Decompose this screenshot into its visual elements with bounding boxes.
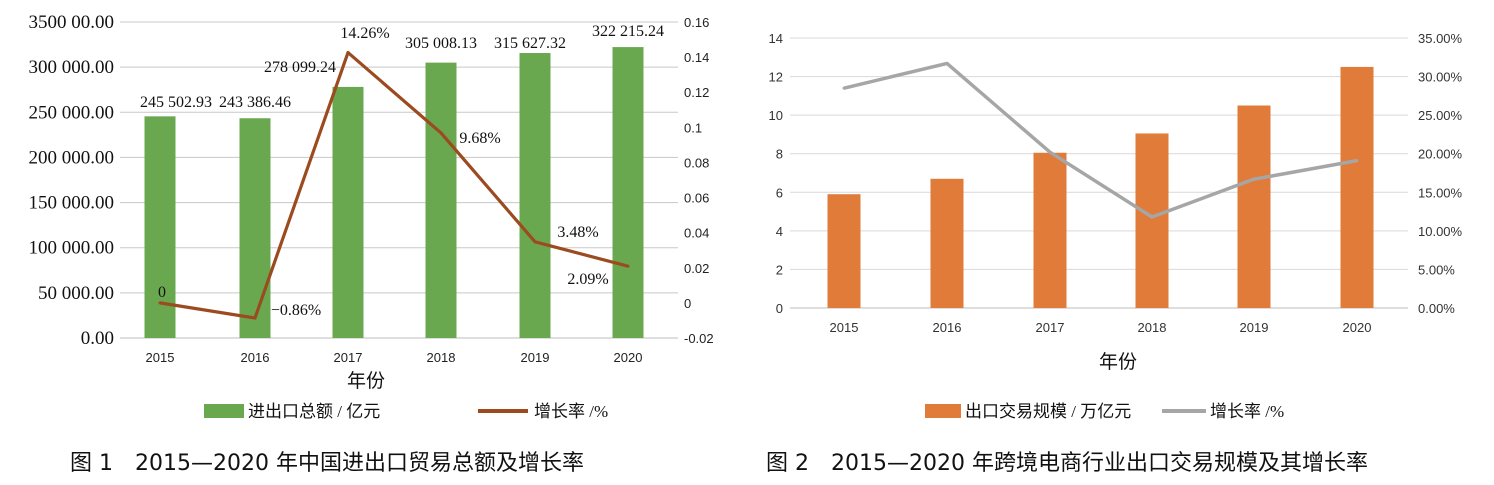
line-point xyxy=(842,86,846,90)
y-tick-label-left: 2 xyxy=(776,262,783,277)
legend-swatch-bar xyxy=(204,404,244,418)
bar-data-label: 245 502.93 xyxy=(140,94,212,111)
y-tick-label-left: 0 xyxy=(776,301,783,316)
chart-2: 0 2 4 6 8 10 12 14 0.00% 5.00% 10.00% 15.00% 20.00% 2… xyxy=(766,31,1463,476)
line-point xyxy=(439,131,443,135)
y-tick-label-right: 25.00% xyxy=(1418,108,1463,123)
y-tick-label-right: 30.00% xyxy=(1418,70,1463,85)
series-line xyxy=(159,50,629,320)
x-tick-label: 2019 xyxy=(1240,320,1269,335)
y-tick-label-left: 12 xyxy=(769,70,783,85)
line-point xyxy=(158,301,162,305)
legend-label-line: 增长率 /% xyxy=(534,402,608,421)
x-tick-label: 2020 xyxy=(614,350,643,365)
legend-swatch-bar xyxy=(925,404,961,418)
y-tick-label-right: 0.14 xyxy=(684,50,709,65)
y-tick-label-left: 6 xyxy=(776,185,783,200)
y-tick-label-left: 100 000.00 xyxy=(29,238,115,259)
x-tick-label: 2018 xyxy=(1138,320,1167,335)
bar xyxy=(519,53,551,338)
line-point xyxy=(253,316,257,320)
legend-label-bar: 进出口总额 / 亿元 xyxy=(248,402,380,421)
line-point xyxy=(945,61,949,65)
y-tick-label-right: 20.00% xyxy=(1418,147,1463,162)
line-data-label: −0.86% xyxy=(271,302,321,319)
y-tick-label-right: 0.12 xyxy=(684,85,709,100)
y-tick-label-right: 0.02 xyxy=(684,261,709,276)
bar xyxy=(144,116,176,339)
x-tick-label: 2016 xyxy=(933,320,962,335)
y-tick-label-right: 0.1 xyxy=(684,120,702,135)
line-data-label: 3.48% xyxy=(557,224,598,241)
y-tick-label-right: 10.00% xyxy=(1418,224,1463,239)
x-tick-label: 2015 xyxy=(830,320,859,335)
line-point xyxy=(346,51,350,55)
line-point xyxy=(1150,215,1154,219)
bar xyxy=(239,118,271,338)
x-tick-label: 2017 xyxy=(334,350,363,365)
chart-1: 0.00 50 000.00 100 000.00 150 000.00 200 000… xyxy=(29,12,714,476)
y-tick-label-right: 0 xyxy=(684,296,691,311)
y-tick-label-left: 300 000.00 xyxy=(29,57,115,78)
legend-label-bar: 出口交易规模 / 万亿元 xyxy=(965,402,1131,421)
y-tick-label-left: 200 000.00 xyxy=(29,147,115,168)
y-tick-label-left: 10 xyxy=(769,108,783,123)
bar xyxy=(1340,66,1374,308)
bar xyxy=(425,62,457,339)
x-axis-label: 年份 xyxy=(347,370,385,392)
bar-data-label: 305 008.13 xyxy=(405,35,477,52)
y-tick-label-right: -0.02 xyxy=(684,331,714,346)
y-tick-label-left: 4 xyxy=(776,224,783,239)
bar-data-label: 322 215.24 xyxy=(592,23,664,40)
line-point xyxy=(1048,150,1052,154)
y-tick-label-left: 3500 00.00 xyxy=(29,12,115,33)
bar xyxy=(1237,105,1271,308)
line-point xyxy=(1252,177,1256,181)
bar xyxy=(612,47,644,339)
line-data-label: 0 xyxy=(158,284,166,301)
x-tick-label: 2019 xyxy=(521,350,550,365)
y-tick-label-right: 5.00% xyxy=(1418,262,1455,277)
y-tick-label-right: 0.04 xyxy=(684,226,709,241)
y-tick-label-left: 14 xyxy=(769,31,783,46)
x-axis-label: 年份 xyxy=(1099,351,1137,373)
line-data-label: 14.26% xyxy=(340,25,389,42)
y-tick-label-right: 0.16 xyxy=(684,15,709,30)
bar xyxy=(1135,133,1169,308)
bar-data-label: 278 099.24 xyxy=(264,59,336,76)
bar-data-label: 243 386.46 xyxy=(219,94,291,111)
bar xyxy=(332,86,364,339)
line-point xyxy=(1355,159,1359,163)
y-tick-label-right: 35.00% xyxy=(1418,31,1463,46)
figure-caption: 图 1 2015—2020 年中国进出口贸易总额及增长率 xyxy=(70,451,584,476)
bar xyxy=(1033,152,1067,308)
x-tick-label: 2016 xyxy=(241,350,270,365)
bar-data-label: 315 627.32 xyxy=(494,35,566,52)
y-tick-label-left: 0.00 xyxy=(81,328,114,349)
x-tick-label: 2018 xyxy=(427,350,456,365)
legend-label-line: 增长率 /% xyxy=(1210,402,1284,421)
y-tick-label-left: 50 000.00 xyxy=(38,283,114,304)
y-tick-label-right: 15.00% xyxy=(1418,185,1463,200)
line-point xyxy=(626,264,630,268)
series-line xyxy=(843,61,1358,219)
y-tick-label-left: 250 000.00 xyxy=(29,102,115,123)
y-tick-label-left: 150 000.00 xyxy=(29,193,115,214)
y-tick-label-right: 0.08 xyxy=(684,155,709,170)
line-data-label: 9.68% xyxy=(459,130,500,147)
bar xyxy=(930,178,964,308)
x-tick-label: 2020 xyxy=(1343,320,1372,335)
bar xyxy=(827,194,861,308)
x-tick-label: 2015 xyxy=(146,350,175,365)
line-point xyxy=(533,240,537,244)
y-tick-label-left: 8 xyxy=(776,147,783,162)
figure-caption: 图 2 2015—2020 年跨境电商行业出口交易规模及其增长率 xyxy=(766,451,1368,476)
x-tick-label: 2017 xyxy=(1036,320,1065,335)
line-data-label: 2.09% xyxy=(567,271,608,288)
y-tick-label-right: 0.00% xyxy=(1418,301,1455,316)
y-tick-label-right: 0.06 xyxy=(684,191,709,206)
